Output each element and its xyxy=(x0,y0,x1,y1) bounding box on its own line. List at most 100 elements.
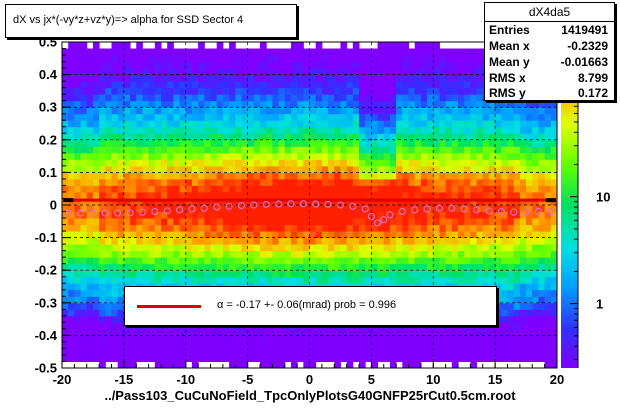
heatmap-cell xyxy=(278,231,286,239)
heatmap-cell xyxy=(433,126,440,134)
profile-point xyxy=(522,208,530,216)
heatmap-cell xyxy=(290,335,298,343)
heatmap-cell xyxy=(210,335,218,343)
heatmap-cell xyxy=(532,270,539,278)
heatmap-cell xyxy=(62,354,69,362)
heatmap-cell xyxy=(68,270,75,278)
heatmap-cell xyxy=(142,81,150,89)
heatmap-cell xyxy=(80,172,88,180)
heatmap-cell xyxy=(290,120,298,128)
heatmap-cell xyxy=(74,94,82,102)
heatmap-cell xyxy=(383,133,391,141)
heatmap-cell xyxy=(328,55,335,63)
heatmap-cell xyxy=(123,348,131,356)
heatmap-cell xyxy=(377,224,385,232)
heatmap-cell xyxy=(229,348,236,356)
heatmap-cell xyxy=(284,94,292,102)
heatmap-cell xyxy=(346,133,354,141)
heatmap-cell xyxy=(458,152,465,160)
heatmap-cell xyxy=(173,107,181,115)
heatmap-cell xyxy=(185,152,193,160)
heatmap-cell xyxy=(315,250,323,258)
heatmap-cell xyxy=(538,205,546,213)
heatmap-cell xyxy=(278,178,286,186)
heatmap-cell xyxy=(445,133,453,141)
heatmap-cell xyxy=(532,224,539,232)
heatmap-cell xyxy=(334,335,341,343)
profile-point xyxy=(386,211,394,219)
heatmap-cell xyxy=(142,354,150,362)
heatmap-cell xyxy=(439,224,447,232)
heatmap-cell xyxy=(161,335,168,343)
heatmap-cell xyxy=(396,159,403,167)
heatmap-cell xyxy=(346,211,354,219)
heatmap-cell xyxy=(427,61,434,69)
heatmap-cell xyxy=(99,133,106,141)
heatmap-cell xyxy=(340,133,348,141)
heatmap-cell xyxy=(495,205,502,213)
heatmap-cell xyxy=(278,205,286,213)
heatmap-cell xyxy=(62,191,69,199)
heatmap-cell xyxy=(365,191,372,199)
heatmap-cell xyxy=(117,354,125,362)
heatmap-cell xyxy=(365,146,372,154)
heatmap-cell xyxy=(235,172,242,180)
heatmap-cell xyxy=(526,283,533,291)
heatmap-cell xyxy=(74,87,82,95)
heatmap-cell xyxy=(167,237,174,245)
heatmap-cell xyxy=(185,354,193,362)
heatmap-cell xyxy=(241,257,249,265)
heatmap-cell xyxy=(303,250,310,258)
heatmap-cell xyxy=(179,152,187,160)
heatmap-cell xyxy=(154,191,162,199)
heatmap-cell xyxy=(371,257,379,265)
heatmap-cell xyxy=(507,159,515,167)
heatmap-cell xyxy=(439,341,447,349)
heatmap-cell xyxy=(247,341,255,349)
heatmap-cell xyxy=(142,107,150,115)
heatmap-cell xyxy=(204,107,211,115)
heatmap-cell xyxy=(550,335,557,343)
profile-point xyxy=(398,207,406,216)
heatmap-cell xyxy=(266,139,273,147)
heatmap-cell xyxy=(309,120,317,128)
heatmap-cell xyxy=(117,341,125,349)
heatmap-cell xyxy=(62,263,69,271)
heatmap-cell xyxy=(105,185,112,193)
heatmap-cell xyxy=(346,100,354,108)
heatmap-cell xyxy=(111,237,119,245)
heatmap-cell xyxy=(476,81,484,89)
heatmap-cell xyxy=(142,74,150,82)
heatmap-cell xyxy=(290,257,298,265)
heatmap-cell xyxy=(198,55,205,63)
heatmap-cell xyxy=(272,152,280,160)
heatmap-cell xyxy=(247,205,255,213)
heatmap-cell xyxy=(464,146,471,154)
heatmap-cell xyxy=(74,354,82,362)
heatmap-cell xyxy=(303,107,310,115)
heatmap-cell xyxy=(328,231,335,239)
heatmap-cell xyxy=(526,250,533,258)
heatmap-cell xyxy=(92,335,100,343)
heatmap-cell xyxy=(284,244,292,252)
heatmap-cell xyxy=(303,237,310,245)
heatmap-cell xyxy=(507,152,515,160)
heatmap-cell xyxy=(142,126,150,134)
heatmap-cell xyxy=(136,341,143,349)
heatmap-cell xyxy=(464,165,471,173)
heatmap-cell xyxy=(167,68,174,76)
heatmap-cell xyxy=(352,191,360,199)
heatmap-cell xyxy=(260,172,267,180)
heatmap-cell xyxy=(148,61,156,69)
heatmap-cell xyxy=(99,315,106,323)
heatmap-cell xyxy=(99,218,106,226)
heatmap-cell xyxy=(315,224,323,232)
heatmap-cell xyxy=(136,354,143,362)
heatmap-cell xyxy=(62,296,69,304)
heatmap-cell xyxy=(427,211,434,219)
heatmap-cell xyxy=(532,296,539,304)
heatmap-cell xyxy=(99,152,106,160)
heatmap-cell xyxy=(142,276,150,284)
heatmap-cell xyxy=(272,74,280,82)
